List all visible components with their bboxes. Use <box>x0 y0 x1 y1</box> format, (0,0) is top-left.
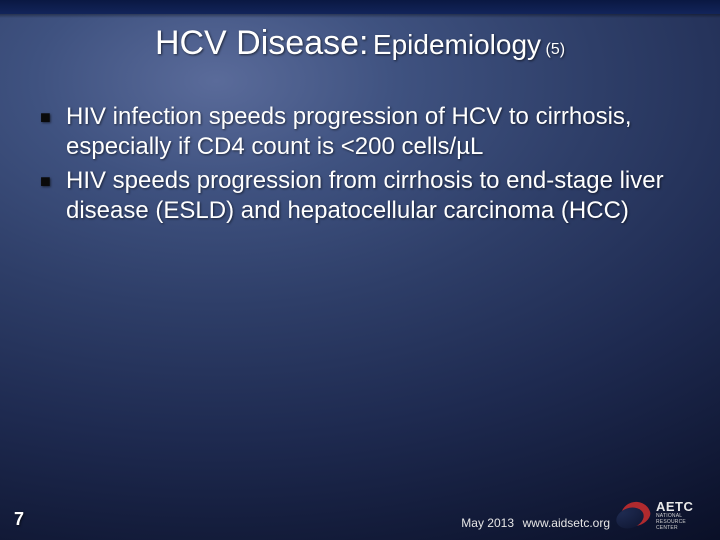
title-ref: (5) <box>545 41 565 58</box>
bullet-marker-icon: ■ <box>40 166 66 226</box>
page-number: 7 <box>14 509 24 530</box>
slide: HCV Disease: Epidemiology (5) ■ HIV infe… <box>0 0 720 540</box>
title-sub: Epidemiology <box>373 29 541 60</box>
bullet-marker-icon: ■ <box>40 102 66 162</box>
list-item: ■ HIV infection speeds progression of HC… <box>40 102 680 162</box>
logo-brand: AETC <box>656 500 693 513</box>
title-main: HCV Disease: <box>155 24 369 62</box>
slide-title: HCV Disease: Epidemiology (5) <box>0 24 720 63</box>
logo-swoosh-icon <box>618 498 652 532</box>
aetc-logo: AETC NATIONAL RESOURCE CENTER <box>618 494 712 536</box>
bullet-text: HIV speeds progression from cirrhosis to… <box>66 166 680 226</box>
logo-tagline: RESOURCE <box>656 520 693 525</box>
header-band <box>0 0 720 14</box>
logo-text: AETC NATIONAL RESOURCE CENTER <box>656 500 693 531</box>
logo-tagline: CENTER <box>656 526 693 531</box>
footer-url: www.aidsetc.org <box>523 516 610 530</box>
footer-date: May 2013 <box>461 516 514 530</box>
list-item: ■ HIV speeds progression from cirrhosis … <box>40 166 680 226</box>
bullet-text: HIV infection speeds progression of HCV … <box>66 102 680 162</box>
bullet-list: ■ HIV infection speeds progression of HC… <box>40 102 680 230</box>
header-shadow <box>0 14 720 18</box>
logo-tagline: NATIONAL <box>656 514 693 519</box>
footer: 7 May 2013 www.aidsetc.org AETC NATIONAL… <box>0 494 720 540</box>
